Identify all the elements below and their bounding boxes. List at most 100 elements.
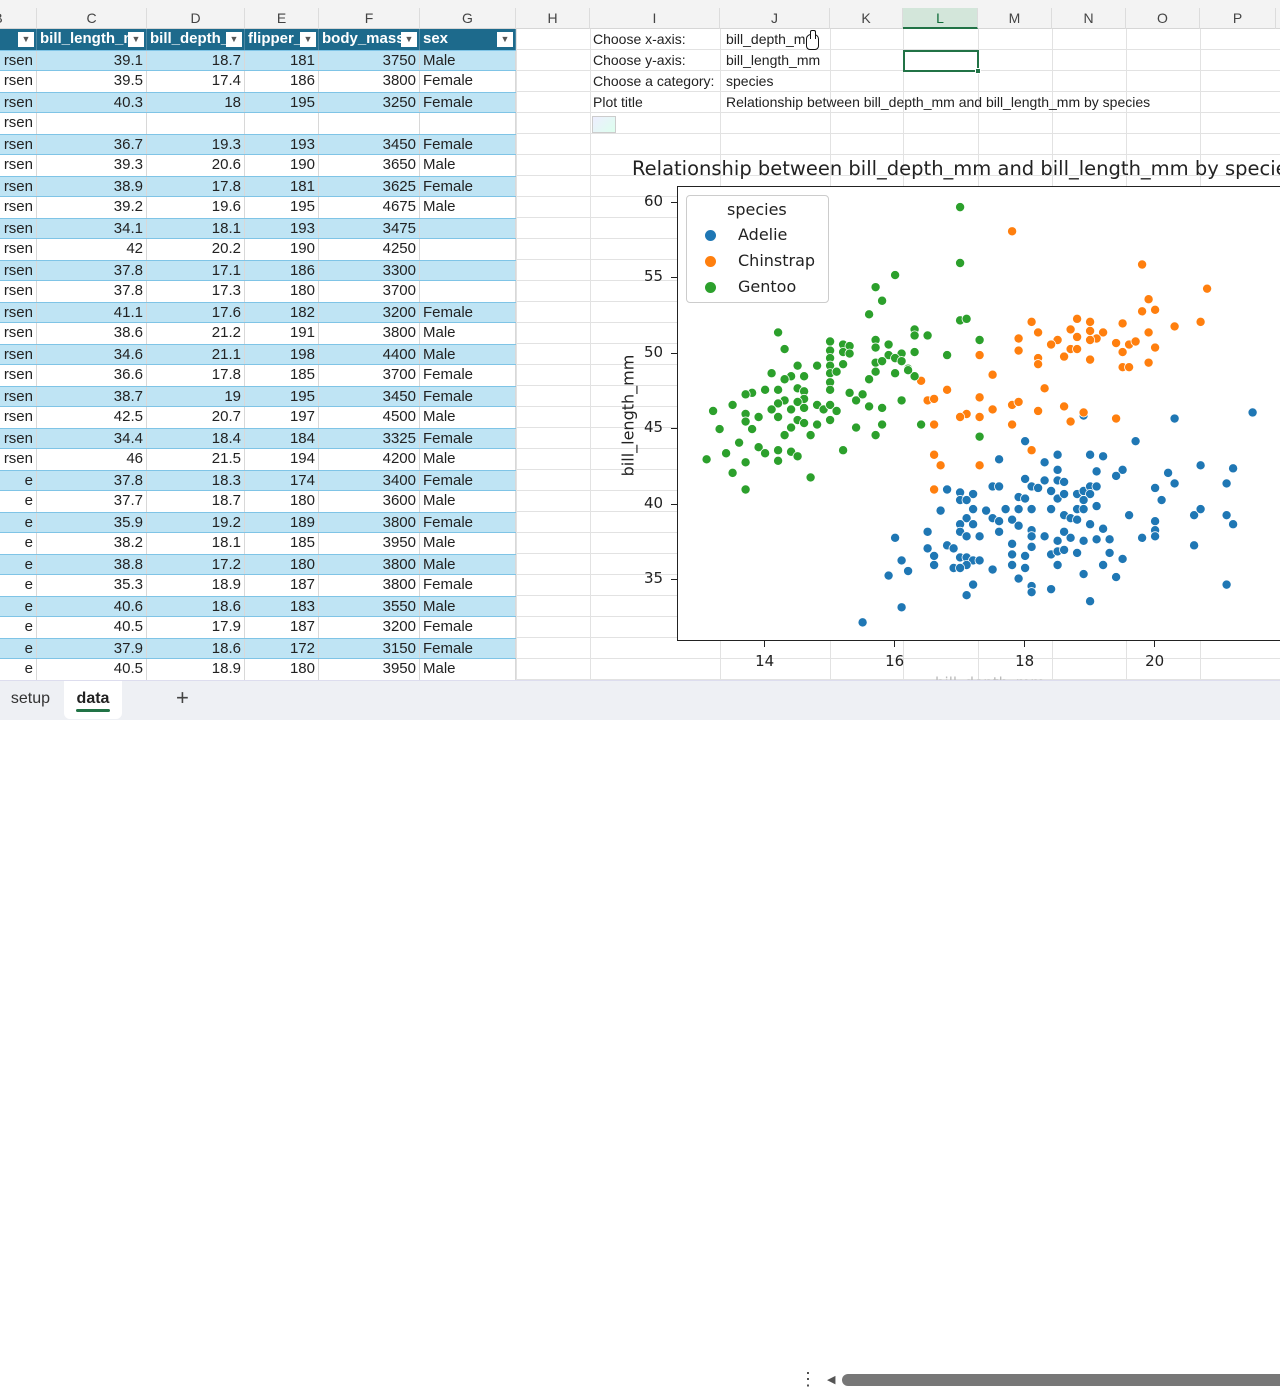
table-cell[interactable]: 187 <box>245 617 319 638</box>
table-cell[interactable]: 18.6 <box>147 597 245 616</box>
table-cell[interactable]: 40.6 <box>37 597 147 616</box>
scrollbar-thumb[interactable] <box>842 1374 1280 1386</box>
table-cell[interactable] <box>420 219 516 238</box>
table-cell[interactable]: rsen <box>0 197 37 218</box>
table-cell[interactable]: 4250 <box>319 239 420 260</box>
table-cell[interactable]: Male <box>420 407 516 428</box>
table-cell[interactable]: rsen <box>0 281 37 302</box>
table-cell[interactable]: 41.1 <box>37 303 147 322</box>
table-cell[interactable]: 3800 <box>319 555 420 574</box>
table-cell[interactable]: 185 <box>245 365 319 386</box>
filter-dropdown-icon[interactable]: ▼ <box>401 32 417 47</box>
table-cell[interactable]: 182 <box>245 303 319 322</box>
table-cell[interactable]: Female <box>420 93 516 112</box>
table-cell[interactable]: 195 <box>245 387 319 406</box>
table-cell[interactable]: 37.7 <box>37 491 147 512</box>
column-header-H[interactable]: H <box>516 8 590 29</box>
table-cell[interactable]: 39.2 <box>37 197 147 218</box>
table-cell[interactable]: 17.1 <box>147 261 245 280</box>
table-cell[interactable]: 18.9 <box>147 575 245 596</box>
table-cell[interactable]: 42 <box>37 239 147 260</box>
selected-cell-L2[interactable] <box>903 50 981 74</box>
table-cell[interactable]: 20.2 <box>147 239 245 260</box>
table-cell[interactable]: 187 <box>245 575 319 596</box>
table-cell[interactable]: Male <box>420 597 516 616</box>
filter-dropdown-icon[interactable]: ▼ <box>300 32 316 47</box>
filter-dropdown-icon[interactable]: ▼ <box>128 32 144 47</box>
image-thumbnail[interactable] <box>592 116 616 133</box>
table-cell[interactable]: 4675 <box>319 197 420 218</box>
column-header-B[interactable]: B <box>0 8 37 29</box>
add-sheet-button[interactable]: + <box>176 685 189 710</box>
table-cell[interactable]: rsen <box>0 345 37 364</box>
table-cell[interactable]: 36.7 <box>37 135 147 154</box>
table-cell[interactable] <box>420 113 516 134</box>
table-cell[interactable]: 184 <box>245 429 319 448</box>
table-cell[interactable] <box>420 239 516 260</box>
scroll-left-icon[interactable]: ◀ <box>827 1374 836 1386</box>
table-cell[interactable]: Female <box>420 135 516 154</box>
table-cell[interactable]: 195 <box>245 197 319 218</box>
table-cell[interactable]: 40.5 <box>37 617 147 638</box>
table-cell[interactable]: 39.5 <box>37 71 147 92</box>
table-cell[interactable]: 19.6 <box>147 197 245 218</box>
table-cell[interactable]: e <box>0 659 37 680</box>
table-cell[interactable]: 17.8 <box>147 177 245 196</box>
table-cell[interactable]: 17.8 <box>147 365 245 386</box>
table-cell[interactable]: e <box>0 555 37 574</box>
table-cell[interactable]: 3700 <box>319 281 420 302</box>
column-header-N[interactable]: N <box>1052 8 1126 29</box>
table-cell[interactable]: 3325 <box>319 429 420 448</box>
table-cell[interactable]: rsen <box>0 303 37 322</box>
table-cell[interactable]: 19.2 <box>147 513 245 532</box>
column-header-L[interactable]: L <box>903 8 978 29</box>
table-cell[interactable]: 174 <box>245 471 319 490</box>
table-cell[interactable]: 3600 <box>319 491 420 512</box>
table-cell[interactable]: Female <box>420 617 516 638</box>
more-options-icon[interactable]: ⋮ <box>799 1369 817 1389</box>
table-cell[interactable]: Male <box>420 51 516 70</box>
table-cell[interactable]: rsen <box>0 407 37 428</box>
table-cell[interactable]: 37.8 <box>37 471 147 490</box>
table-cell[interactable]: 3150 <box>319 639 420 658</box>
table-cell[interactable]: 189 <box>245 513 319 532</box>
table-cell[interactable]: 37.8 <box>37 281 147 302</box>
table-cell[interactable]: 3300 <box>319 261 420 280</box>
table-cell[interactable] <box>245 113 319 134</box>
table-cell[interactable]: 19 <box>147 387 245 406</box>
table-cell[interactable]: 181 <box>245 51 319 70</box>
table-cell[interactable]: 18.7 <box>147 491 245 512</box>
column-header-M[interactable]: M <box>978 8 1052 29</box>
table-cell[interactable]: rsen <box>0 365 37 386</box>
table-cell[interactable]: 3550 <box>319 597 420 616</box>
column-filter-header[interactable]: flipper_ ▼ <box>245 29 319 50</box>
filter-dropdown-icon[interactable]: ▼ <box>226 32 242 47</box>
table-cell[interactable]: 17.9 <box>147 617 245 638</box>
table-cell[interactable]: 195 <box>245 93 319 112</box>
table-cell[interactable]: 20.7 <box>147 407 245 428</box>
table-cell[interactable]: Female <box>420 177 516 196</box>
table-cell[interactable]: 20.6 <box>147 155 245 176</box>
table-cell[interactable]: 21.5 <box>147 449 245 470</box>
table-cell[interactable]: 193 <box>245 219 319 238</box>
table-cell[interactable]: 34.1 <box>37 219 147 238</box>
table-cell[interactable]: 37.9 <box>37 639 147 658</box>
table-cell[interactable]: 3800 <box>319 323 420 344</box>
table-cell[interactable]: e <box>0 471 37 490</box>
table-cell[interactable]: 193 <box>245 135 319 154</box>
table-cell[interactable]: 180 <box>245 281 319 302</box>
table-cell[interactable]: 46 <box>37 449 147 470</box>
table-cell[interactable]: 40.5 <box>37 659 147 680</box>
table-cell[interactable]: rsen <box>0 177 37 196</box>
column-header-F[interactable]: F <box>319 8 420 29</box>
table-cell[interactable]: 3700 <box>319 365 420 386</box>
table-cell[interactable]: Male <box>420 449 516 470</box>
table-cell[interactable]: 3200 <box>319 303 420 322</box>
table-cell[interactable]: 198 <box>245 345 319 364</box>
table-cell[interactable]: rsen <box>0 429 37 448</box>
table-cell[interactable]: 38.8 <box>37 555 147 574</box>
table-cell[interactable]: 3450 <box>319 387 420 406</box>
table-cell[interactable] <box>420 261 516 280</box>
table-cell[interactable]: 18.1 <box>147 219 245 238</box>
table-cell[interactable]: 3950 <box>319 659 420 680</box>
